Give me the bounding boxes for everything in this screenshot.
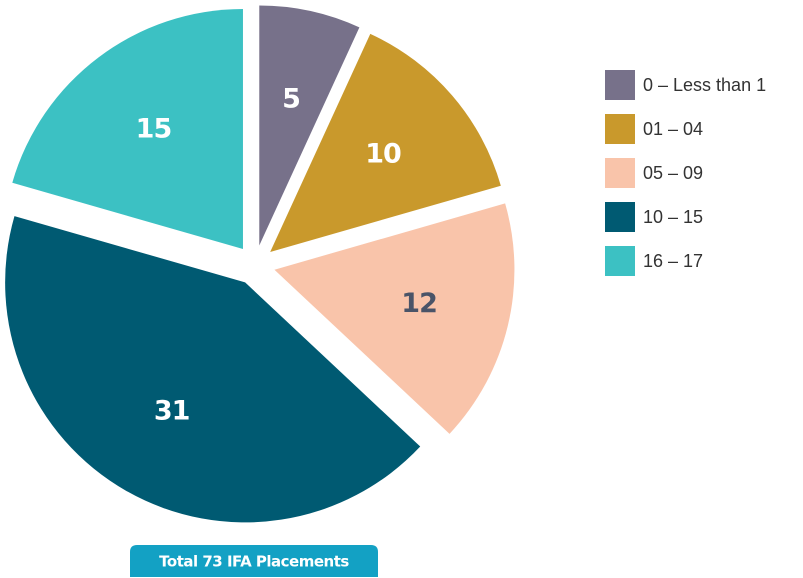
legend-label: 16 – 17 bbox=[643, 251, 703, 271]
pie-slice bbox=[259, 5, 360, 246]
pie-slice bbox=[12, 9, 243, 250]
legend-swatch bbox=[605, 202, 635, 232]
pie-slice bbox=[274, 203, 515, 434]
legend-swatch bbox=[605, 70, 635, 100]
pie-slice bbox=[270, 33, 501, 252]
legend-label: 05 – 09 bbox=[643, 163, 703, 183]
data-label: 5 bbox=[282, 84, 300, 115]
legend-label: 10 – 15 bbox=[643, 207, 703, 227]
data-label: 31 bbox=[154, 395, 190, 426]
legend-label: 01 – 04 bbox=[643, 119, 703, 139]
legend-label: 0 – Less than 1 bbox=[643, 75, 766, 95]
annotation: Total 73 IFA Placements bbox=[159, 553, 349, 571]
legend-swatch bbox=[605, 114, 635, 144]
legend-swatch bbox=[605, 246, 635, 276]
legend-swatch bbox=[605, 158, 635, 188]
data-label: 10 bbox=[365, 138, 401, 169]
data-label: 15 bbox=[136, 114, 172, 145]
pie-slice bbox=[5, 216, 421, 523]
data-label: 12 bbox=[401, 288, 437, 319]
annotation-box bbox=[130, 545, 378, 577]
